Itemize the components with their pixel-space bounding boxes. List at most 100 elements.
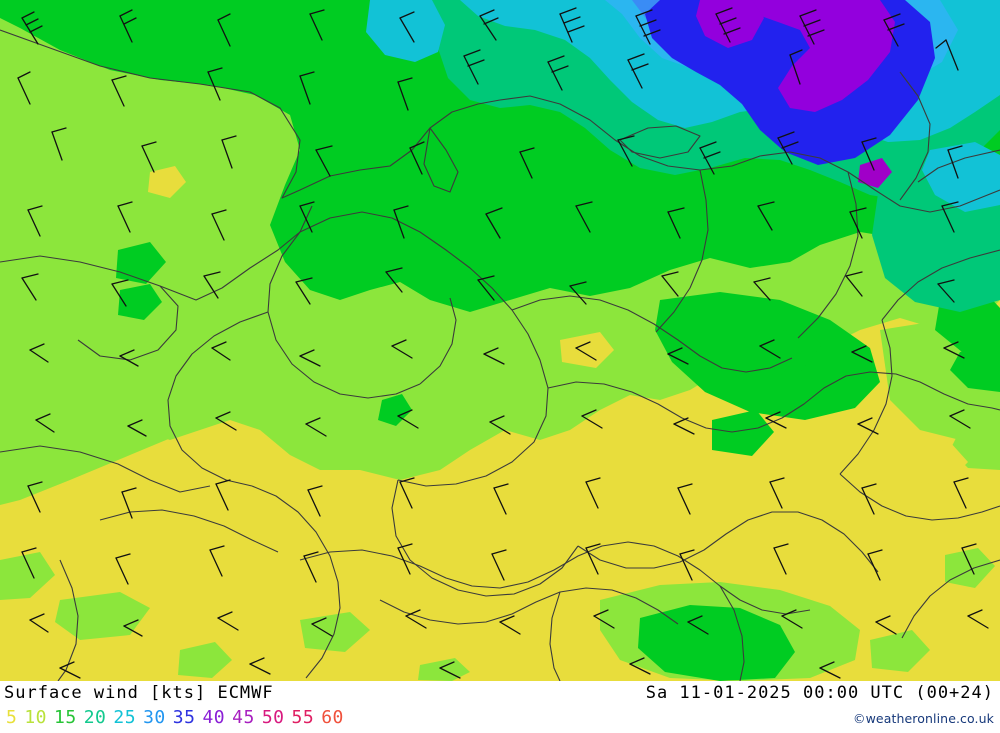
fill-40-45kt [742, 0, 895, 112]
forecast-timestamp: Sa 11-01-2025 00:00 UTC (00+24) [645, 683, 994, 703]
fill-20-25kt-b [366, 0, 445, 62]
wind-barb [399, 477, 415, 509]
wind-barb [845, 271, 863, 297]
wind-barb [127, 419, 147, 437]
wind-barb [575, 201, 593, 233]
wind-barb [947, 145, 963, 179]
wind-barb [819, 661, 841, 679]
fill-5-10kt-west-lobe [0, 250, 280, 505]
wind-barb [299, 71, 315, 105]
fill-island-c [870, 630, 930, 672]
wind-barb [27, 481, 43, 513]
fill-20-25kt-c [922, 142, 1000, 212]
wind-forecast-map[interactable] [0, 0, 1000, 681]
fill-green-island-a [116, 242, 166, 284]
legend-entry-45kt: 45 [232, 707, 255, 728]
wind-barb [119, 349, 139, 367]
wind-barb [311, 617, 333, 637]
wind-barb [391, 339, 413, 359]
wind-barb [559, 7, 585, 43]
wind-barb [851, 345, 873, 363]
wind-barb [27, 205, 43, 237]
legend-entry-5kt: 5 [6, 707, 18, 728]
wind-barb [519, 147, 535, 179]
wind-barb [215, 479, 231, 511]
wind-barb [667, 347, 689, 365]
wind-barb [875, 615, 897, 635]
wind-barb [687, 615, 709, 635]
wind-barb [547, 55, 569, 91]
wind-barb [757, 201, 775, 231]
wind-barb [295, 277, 313, 305]
wind-barb [961, 543, 977, 575]
map-footer: Surface wind [kts] ECMWF Sa 11-01-2025 0… [0, 681, 1000, 733]
wind-barb [299, 201, 315, 233]
map-title: Surface wind [kts] ECMWF [4, 683, 274, 703]
wind-barb [21, 273, 39, 301]
wind-barb [949, 409, 971, 429]
wind-barb [221, 135, 237, 169]
wind-barb [485, 207, 503, 239]
wind-barb [299, 349, 321, 367]
wind-barb [661, 271, 679, 297]
legend-entry-55kt: 55 [291, 707, 315, 728]
wind-barb [759, 339, 781, 359]
wind-barb [679, 549, 695, 581]
wind-barb [585, 477, 601, 509]
wind-barb [479, 9, 499, 41]
wind-barb [249, 657, 271, 675]
wind-barbs [17, 7, 989, 679]
wind-barb [867, 549, 883, 581]
wind-barb [569, 281, 587, 305]
legend-entry-60kt: 60 [321, 707, 344, 728]
wind-barb [315, 145, 333, 177]
wind-barb [203, 271, 221, 299]
legend-entry-40kt: 40 [202, 707, 226, 728]
wind-barb [399, 11, 415, 43]
wind-barb [499, 615, 521, 635]
fill-10-15kt-patch-d [118, 284, 162, 320]
wind-barb [121, 487, 137, 519]
wind-barb [491, 549, 507, 581]
wind-barb [883, 13, 905, 47]
wind-barb [861, 137, 877, 171]
wind-barb [699, 141, 721, 175]
copyright-notice: ©weatheronline.co.uk [853, 711, 994, 726]
wind-barb [409, 141, 425, 175]
wind-barb [489, 415, 511, 435]
wind-barb [575, 341, 597, 361]
wind-barb [217, 13, 231, 47]
wind-barb [753, 277, 771, 301]
wind-barb [789, 49, 803, 85]
wind-barb [397, 77, 413, 111]
fill-yellow-island-a [788, 430, 872, 478]
fill-yellow-island-e [840, 490, 902, 534]
wind-barb [635, 9, 661, 45]
wind-barb [861, 483, 877, 515]
wind-barb [217, 611, 239, 631]
fill-island-a [178, 642, 232, 678]
wind-barb [17, 71, 31, 105]
wind-barb [769, 477, 785, 509]
wind-barb [51, 127, 67, 161]
fill-green-island-e [950, 344, 1000, 392]
legend-entry-35kt: 35 [172, 707, 196, 728]
map-canvas [0, 0, 1000, 681]
legend-entry-30kt: 30 [143, 707, 166, 728]
wind-speed-legend: 5 10 15 20 25 30 35 40 45 50 55 60 [6, 707, 351, 728]
country-borders [0, 29, 1000, 681]
wind-barb [477, 275, 495, 301]
fill-green-island-f [378, 394, 412, 426]
wind-barb [781, 609, 803, 629]
wind-barb [393, 205, 409, 239]
wind-barb [119, 9, 137, 43]
wind-barb [937, 279, 955, 303]
wind-barb [207, 67, 223, 101]
wind-barb [111, 75, 127, 107]
wind-barb [627, 53, 649, 89]
fill-yellow-island-d [700, 470, 758, 512]
legend-entry-20kt: 20 [83, 707, 107, 728]
wind-barb [849, 207, 867, 239]
wind-barb [59, 661, 81, 679]
